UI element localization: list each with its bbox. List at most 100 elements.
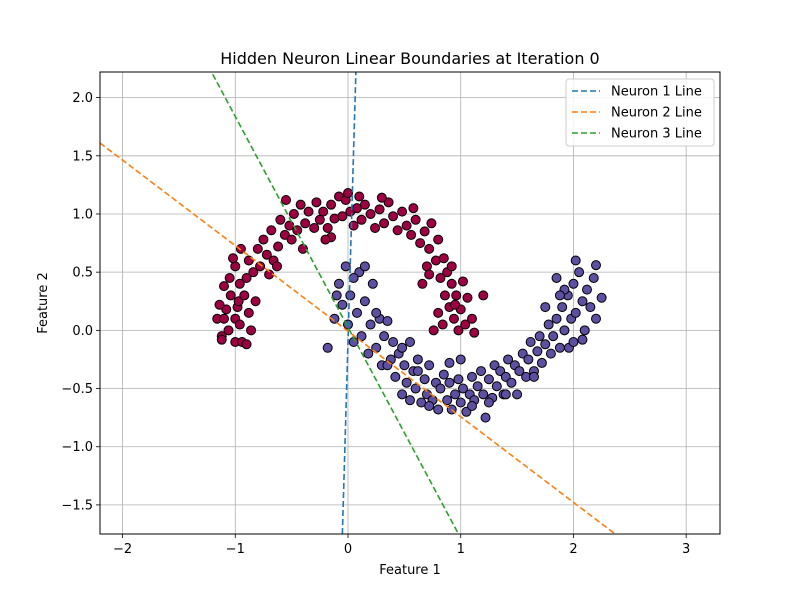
data-point [514,366,525,377]
neuron-line [212,73,460,534]
legend-box [565,78,715,147]
data-point [279,229,290,240]
data-point [216,334,227,345]
data-point [506,377,517,388]
data-point [529,371,539,382]
data-point [478,389,489,400]
data-point [437,319,448,330]
data-point [401,220,412,231]
data-point [320,234,331,245]
data-point [453,325,464,336]
data-point [523,354,534,365]
data-point [230,261,241,272]
data-point [405,395,415,406]
data-point [235,243,246,254]
data-point [540,339,551,350]
data-point [275,214,286,225]
data-point [467,371,477,382]
y-tick-label: 1.0 [72,207,93,222]
data-point [450,299,461,310]
data-point [438,253,449,264]
data-point [548,331,559,342]
x-tick-label: 3 [682,542,690,557]
data-point [483,397,494,408]
data-point [460,319,471,330]
neuron-line [341,72,357,534]
data-point [419,374,430,385]
data-point [225,290,236,301]
data-point [352,307,363,318]
data-point [424,400,435,411]
data-point [322,342,333,353]
y-tick-label: 1.5 [72,149,93,164]
data-point [412,366,423,377]
data-point [266,225,277,236]
data-point [568,336,579,347]
data-point [337,299,348,310]
plot-frame [99,71,721,535]
data-point [536,357,547,368]
data-point [408,203,419,214]
data-point [363,348,374,359]
data-point [426,218,437,229]
data-point [574,267,585,278]
legend-label: Neuron 1 Line [611,85,702,100]
data-point [462,292,473,303]
data-point [252,243,263,254]
data-point [241,272,252,283]
data-points [212,188,607,423]
data-point [250,296,261,307]
data-point [388,336,399,347]
data-point [476,366,487,377]
data-point [412,354,423,365]
data-point [435,272,446,283]
data-point [359,261,370,272]
data-point [314,214,325,225]
data-point [388,211,399,222]
data-point [286,234,297,245]
data-point [444,377,455,388]
data-point [255,261,266,272]
data-point [424,360,435,371]
data-point [478,290,489,301]
data-point [370,222,381,233]
data-point [246,325,257,336]
data-point [559,325,570,336]
data-point [551,313,562,324]
data-point [397,389,408,400]
data-point [534,331,545,342]
data-point [288,208,299,219]
data-point [379,331,390,342]
x-tick-label: 0 [344,542,352,557]
data-point [281,195,291,206]
data-point [333,278,344,289]
y-tick-label: −0.5 [61,382,93,397]
y-tick-label: 2.0 [72,91,93,106]
data-point [383,197,394,208]
data-point [417,278,428,289]
data-point [406,229,417,240]
y-tick-label: 0.0 [72,324,93,339]
data-point [585,302,596,313]
data-point [415,238,426,249]
data-point [397,342,408,353]
data-point [540,302,551,313]
data-point [570,307,581,318]
data-point [382,316,393,327]
data-point [399,360,410,371]
data-point [273,241,284,252]
x-tick-label: 1 [457,542,465,557]
data-point [348,220,359,231]
data-point [410,214,421,225]
data-point [435,383,446,394]
data-point [433,307,444,318]
y-tick-label: 0.5 [72,266,93,281]
chart-title: Hidden Neuron Linear Boundaries at Itera… [220,49,599,68]
data-point [439,290,450,301]
data-point [577,296,588,307]
axis-ticks: −2 −1 0 1 2 3 −1.5 −1.0 −0.5 0.0 0.5 1.0 1.5 2.0 [61,91,690,557]
data-point [224,272,235,283]
data-point [390,371,401,382]
data-point [356,214,367,225]
data-point [591,313,601,324]
